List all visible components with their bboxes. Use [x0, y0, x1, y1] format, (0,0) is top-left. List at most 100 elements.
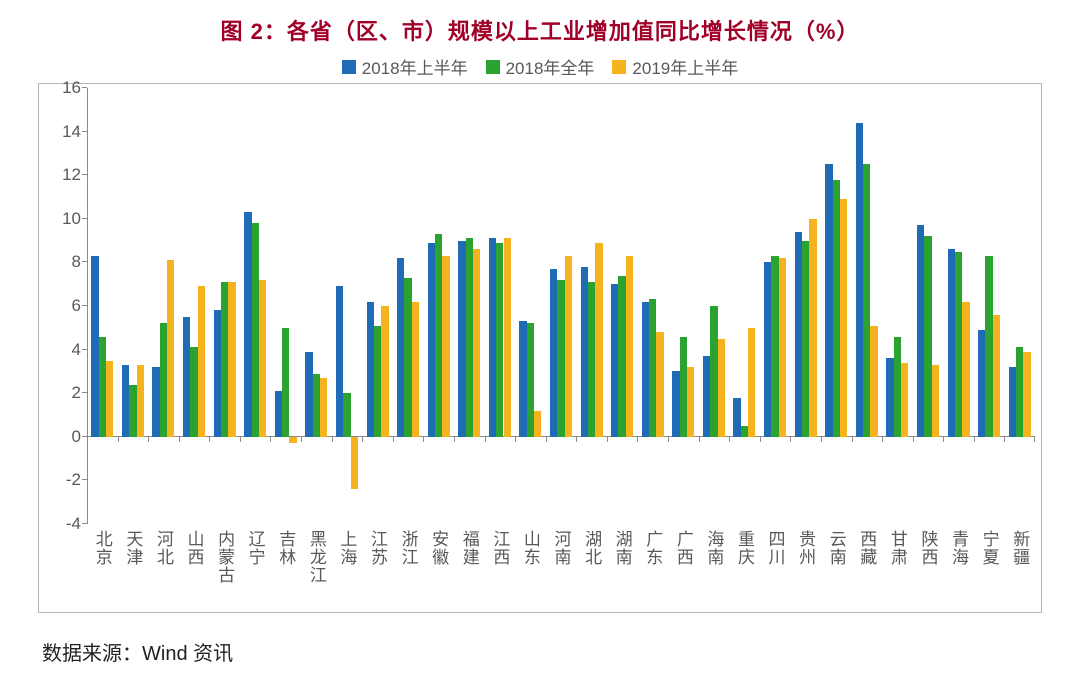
y-axis: -4-20246810121416	[39, 88, 87, 524]
bar	[1016, 347, 1023, 436]
x-category: 北京	[87, 526, 118, 610]
x-category: 西藏	[852, 526, 883, 610]
bar	[289, 437, 296, 444]
x-category: 贵州	[790, 526, 821, 610]
bar	[626, 256, 633, 437]
legend-label: 2018年全年	[506, 54, 595, 79]
bar	[1023, 352, 1030, 437]
x-category: 河南	[546, 526, 577, 610]
x-category: 河北	[148, 526, 179, 610]
bar	[160, 323, 167, 436]
bar	[741, 426, 748, 437]
bar	[496, 243, 503, 437]
y-tick-label: 12	[62, 165, 81, 185]
legend-swatch	[342, 60, 356, 74]
bar	[313, 374, 320, 437]
bar	[381, 306, 388, 437]
y-tick-label: -2	[66, 470, 81, 490]
bar	[680, 337, 687, 437]
bar	[198, 286, 205, 436]
x-category: 山西	[179, 526, 210, 610]
x-category: 海南	[699, 526, 730, 610]
bar	[167, 260, 174, 437]
bar	[129, 385, 136, 437]
x-category: 上海	[332, 526, 363, 610]
bar	[550, 269, 557, 437]
bar	[894, 337, 901, 437]
x-category: 重庆	[729, 526, 760, 610]
legend-swatch	[612, 60, 626, 74]
bar	[259, 280, 266, 437]
legend-item: 2018年上半年	[342, 54, 468, 79]
bar	[993, 315, 1000, 437]
bar	[351, 437, 358, 489]
bar	[886, 358, 893, 436]
bar	[557, 280, 564, 437]
bar	[152, 367, 159, 437]
bar	[565, 256, 572, 437]
chart-title: 图 2：各省（区、市）规模以上工业增加值同比增长情况（%）	[38, 14, 1042, 46]
x-category: 安徽	[423, 526, 454, 610]
x-category: 广东	[637, 526, 668, 610]
x-category: 江西	[485, 526, 516, 610]
y-tick-label: 16	[62, 78, 81, 98]
y-tick-label: 14	[62, 122, 81, 142]
x-category: 青海	[943, 526, 974, 610]
bar	[404, 278, 411, 437]
bar	[1009, 367, 1016, 437]
legend-label: 2018年上半年	[362, 54, 468, 79]
bar	[435, 234, 442, 437]
bar	[527, 323, 534, 436]
bar	[190, 347, 197, 436]
y-tick-label: 10	[62, 209, 81, 229]
bar	[282, 328, 289, 437]
bar	[367, 302, 374, 437]
x-category: 山东	[515, 526, 546, 610]
legend-label: 2019年上半年	[632, 54, 738, 79]
y-tick-label: 0	[72, 427, 81, 447]
bar	[412, 302, 419, 437]
bar	[771, 256, 778, 437]
bar	[748, 328, 755, 437]
bar	[320, 378, 327, 437]
bar	[764, 262, 771, 436]
x-axis-labels: 北京天津河北山西内蒙古辽宁吉林黑龙江上海江苏浙江安徽福建江西山东河南湖北湖南广东…	[87, 526, 1035, 610]
bar	[374, 326, 381, 437]
plot-area	[87, 88, 1035, 524]
x-category: 湖北	[576, 526, 607, 610]
bar	[442, 256, 449, 437]
bar	[672, 371, 679, 436]
bar	[825, 164, 832, 437]
y-tick-label: -4	[66, 514, 81, 534]
bar	[718, 339, 725, 437]
bar	[642, 302, 649, 437]
bar	[595, 243, 602, 437]
bar	[106, 361, 113, 437]
bar	[687, 367, 694, 437]
bar	[733, 398, 740, 437]
bar	[710, 306, 717, 437]
bar	[779, 258, 786, 437]
bar	[397, 258, 404, 437]
bar	[932, 365, 939, 437]
chart-area: -4-20246810121416 北京天津河北山西内蒙古辽宁吉林黑龙江上海江苏…	[38, 83, 1042, 613]
x-category: 广西	[668, 526, 699, 610]
bar	[917, 225, 924, 436]
bar	[244, 212, 251, 437]
bar	[870, 326, 877, 437]
x-category: 湖南	[607, 526, 638, 610]
bar	[473, 249, 480, 436]
x-category: 吉林	[270, 526, 301, 610]
bar	[183, 317, 190, 437]
bar	[703, 356, 710, 437]
x-category: 天津	[118, 526, 149, 610]
bar	[618, 276, 625, 437]
bar	[489, 238, 496, 436]
legend: 2018年上半年 2018年全年 2019年上半年	[38, 54, 1042, 79]
source-label: 数据来源：Wind 资讯	[38, 637, 1042, 666]
bar	[611, 284, 618, 437]
bar	[275, 391, 282, 437]
bar	[122, 365, 129, 437]
bar	[458, 241, 465, 437]
x-category: 新疆	[1004, 526, 1035, 610]
